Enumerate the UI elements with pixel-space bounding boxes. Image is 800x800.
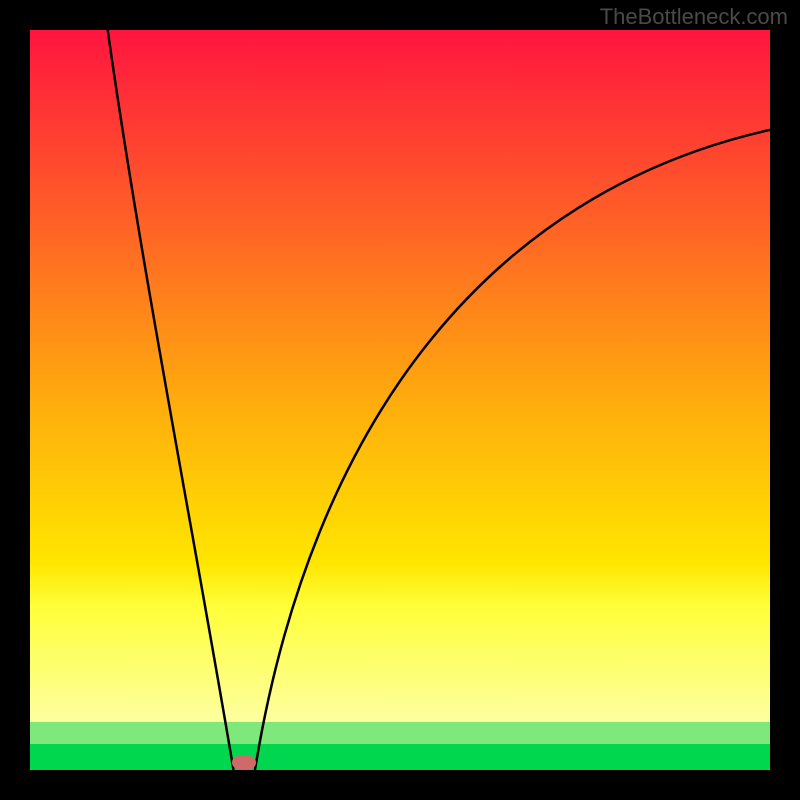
curve-right [255,130,770,770]
plot-area [30,30,770,770]
watermark-text: TheBottleneck.com [600,4,788,30]
bottleneck-curve [30,30,770,770]
minimum-marker [232,756,256,769]
curve-left [108,30,234,770]
